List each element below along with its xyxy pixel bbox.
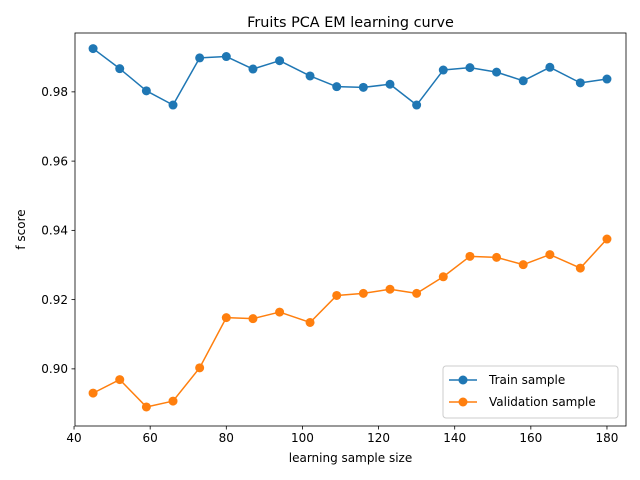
data-point-train	[518, 76, 528, 86]
y-tick-label: 0.98	[41, 85, 68, 99]
data-point-train	[545, 62, 555, 72]
data-point-train	[195, 53, 205, 63]
plot-area	[88, 44, 612, 412]
legend-train-marker	[458, 375, 468, 385]
data-point-train	[438, 65, 448, 75]
data-point-train	[465, 63, 475, 73]
data-point-validation	[465, 251, 475, 261]
data-point-train	[358, 82, 368, 92]
data-point-validation	[438, 272, 448, 282]
data-point-train	[168, 100, 178, 110]
x-tick-label: 140	[443, 431, 466, 445]
data-point-validation	[492, 252, 502, 262]
data-point-validation	[575, 263, 585, 273]
y-tick-label: 0.90	[41, 362, 68, 376]
x-tick-label: 60	[143, 431, 158, 445]
x-axis-label: learning sample size	[289, 451, 412, 465]
data-point-validation	[332, 290, 342, 300]
x-tick-label: 180	[596, 431, 619, 445]
data-point-train	[412, 100, 422, 110]
y-tick-label: 0.94	[41, 224, 68, 238]
data-point-validation	[88, 388, 98, 398]
data-point-validation	[412, 288, 422, 298]
legend-box	[442, 365, 619, 419]
data-point-validation	[115, 375, 125, 385]
data-point-train	[248, 64, 258, 74]
data-point-validation	[602, 234, 612, 244]
data-point-validation	[141, 402, 151, 412]
x-tick-label: 160	[519, 431, 542, 445]
data-point-validation	[545, 250, 555, 260]
data-point-validation	[518, 260, 528, 270]
data-point-train	[575, 78, 585, 88]
data-point-validation	[385, 284, 395, 294]
x-tick-label: 100	[291, 431, 314, 445]
data-point-train	[385, 79, 395, 89]
data-point-train	[305, 71, 315, 81]
data-point-train	[221, 52, 231, 62]
x-tick-label: 80	[219, 431, 234, 445]
legend: Train sample Validation sample	[442, 365, 619, 419]
y-axis-label: f score	[14, 209, 28, 249]
data-point-train	[141, 86, 151, 96]
data-point-validation	[248, 314, 258, 324]
data-point-validation	[221, 313, 231, 323]
series-line-validation	[92, 238, 608, 408]
data-point-train	[88, 44, 98, 54]
data-point-validation	[358, 288, 368, 298]
data-point-train	[332, 82, 342, 92]
y-axis: 0.90 0.92 0.94 0.96 0.98	[41, 85, 75, 376]
series-line-train	[92, 47, 608, 106]
data-point-validation	[305, 317, 315, 327]
plot-frame	[74, 32, 627, 427]
legend-validation-label: Validation sample	[489, 395, 596, 409]
data-point-train	[115, 64, 125, 74]
x-axis: 40 60 80 100 120 140 160 180	[66, 426, 618, 445]
data-point-train	[492, 67, 502, 77]
x-tick-label: 40	[66, 431, 81, 445]
legend-train-label: Train sample	[488, 373, 565, 387]
y-tick-label: 0.96	[41, 154, 68, 168]
data-point-train	[275, 56, 285, 66]
data-point-train	[602, 74, 612, 84]
data-point-validation	[168, 396, 178, 406]
legend-validation-marker	[458, 397, 468, 407]
data-point-validation	[195, 363, 205, 373]
x-tick-label: 120	[367, 431, 390, 445]
chart-title: Fruits PCA EM learning curve	[247, 15, 454, 31]
data-point-validation	[275, 307, 285, 317]
y-tick-label: 0.92	[41, 293, 68, 307]
